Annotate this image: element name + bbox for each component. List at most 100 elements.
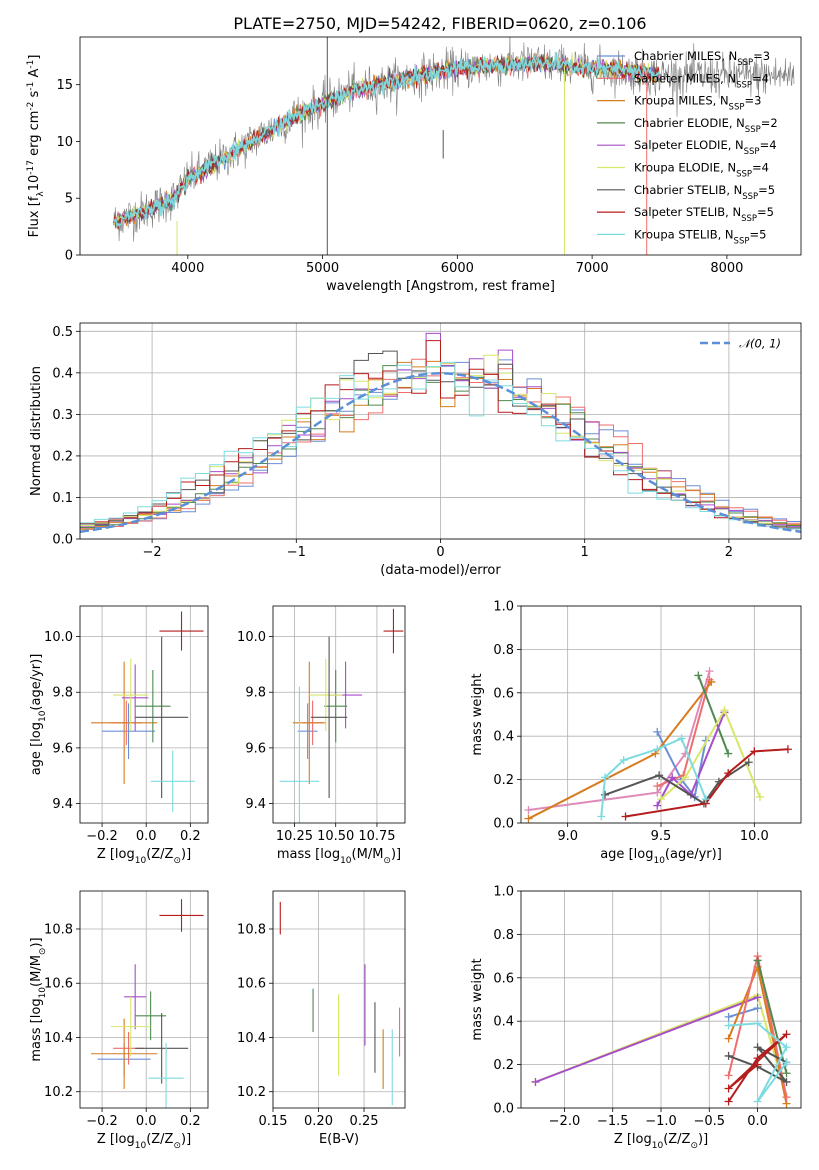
legend-label-suffix: =4 — [752, 71, 769, 85]
weight-marker — [720, 706, 729, 715]
label-part: 10 — [38, 710, 48, 722]
legend-label: Chabrier ELODIE, NSSP=2 — [634, 116, 778, 135]
x-tick-label: 4000 — [171, 261, 204, 276]
x-tick-label: 1 — [581, 545, 589, 560]
residual-plot — [80, 332, 801, 533]
label-part: (M/M — [352, 847, 384, 862]
y-tick-label: 0.4 — [493, 1015, 514, 1030]
legend-label-sub: SSP — [736, 80, 752, 90]
axes-frame — [520, 890, 802, 1109]
weight-marker — [524, 814, 533, 823]
x-tick-label: 0.15 — [259, 1114, 288, 1129]
y-tick-label: 9.4 — [245, 797, 266, 812]
metallicity-age-panel: −0.2 0.0 0.29.49.69.810.0Z [log10(Z/Z⊙)]ag… — [29, 605, 209, 866]
legend-label-suffix: =5 — [749, 227, 766, 241]
legend-label-main: Salpeter ELODIE, N — [634, 138, 744, 152]
weight-marker — [705, 667, 714, 676]
label-part: s — [27, 90, 42, 101]
errorbar-plot — [279, 901, 401, 1106]
weight-marker — [782, 1069, 791, 1078]
x-tick-label: 10.0 — [740, 829, 769, 844]
label-part: )] — [181, 847, 191, 862]
y-axis-label: Normed distribution — [29, 366, 44, 496]
legend-label-main: Salpeter MILES, N — [634, 71, 736, 85]
weight-line — [660, 707, 761, 800]
weight-marker — [724, 1097, 733, 1106]
label-part: λ — [36, 191, 46, 197]
axes-frame — [79, 36, 802, 256]
y-tick-label: 0.8 — [493, 928, 514, 943]
x-tick-label: 10.75 — [358, 829, 395, 844]
weight-marker — [744, 758, 753, 767]
legend-label-main: Kroupa STELIB, N — [634, 227, 734, 241]
x-tick-label: 10.25 — [276, 829, 313, 844]
legend-label-sub: SSP — [736, 170, 752, 180]
y-tick-label: 10.4 — [237, 1031, 266, 1046]
x-axis-label: Z [log10(Z/Z⊙)] — [97, 847, 191, 866]
y-tick-label: 15 — [56, 78, 73, 93]
y-tick-label: 0.4 — [493, 730, 514, 745]
legend-label-sub: SSP — [734, 236, 750, 246]
y-tick-label: 1.0 — [493, 600, 514, 615]
weight-marker — [597, 812, 606, 821]
label-part: Normed distribution — [29, 366, 44, 496]
y-tick-label: 10.0 — [237, 630, 266, 645]
weight-marker — [694, 671, 703, 680]
x-tick-label: −0.5 — [693, 1114, 725, 1129]
x-tick-label: 10.50 — [317, 829, 354, 844]
y-tick-label: 9.4 — [52, 797, 73, 812]
legend-label-suffix: =5 — [758, 183, 775, 197]
label-part: E(B-V) — [319, 1132, 359, 1147]
label-part: (data-model)/error — [380, 563, 501, 578]
legend-label-suffix: =3 — [753, 49, 770, 63]
extinction-mass-panel: 0.15 0.20 0.25 10.2 10.4 10.6 10.8 E(B-V) — [237, 890, 406, 1147]
label-part: )] — [29, 937, 44, 947]
label-part: (age/yr)] — [29, 654, 44, 711]
x-tick-label: −2 — [143, 545, 162, 560]
weight-line — [600, 737, 707, 817]
weight-marker — [783, 745, 792, 754]
weight-line — [697, 675, 730, 754]
x-tick-label: 0.0 — [136, 829, 157, 844]
label-part: -1 — [26, 82, 36, 91]
label-part: (Z/Z — [663, 1132, 690, 1147]
y-tick-label: 10.6 — [44, 977, 73, 992]
axes-frame — [79, 605, 209, 824]
weight-marker — [782, 1077, 791, 1086]
label-part: ⊙ — [38, 948, 48, 956]
legend-label-main: Chabrier MILES, N — [634, 49, 737, 63]
weight-marker — [668, 773, 677, 782]
legend-label-suffix: =4 — [760, 138, 777, 152]
x-tick-label: 0 — [436, 545, 444, 560]
weight-marker — [782, 1093, 791, 1102]
x-axis-label: age [log10(age/yr)] — [600, 847, 722, 866]
x-axis-label: Z [log10(Z/Z⊙)] — [614, 1132, 708, 1151]
weight-marker — [653, 745, 662, 754]
label-part: ⊙ — [383, 856, 391, 866]
label-part: wavelength [Angstrom, rest frame] — [326, 279, 555, 294]
legend-label-sub: SSP — [741, 214, 757, 224]
y-tick-label: 10.6 — [237, 977, 266, 992]
weight-plot — [524, 667, 792, 823]
y-tick-label: 0.0 — [52, 533, 73, 548]
legend-label-main: Salpeter STELIB, N — [634, 205, 741, 219]
legend-label-suffix: =2 — [761, 116, 778, 130]
x-tick-label: 0.2 — [180, 1114, 201, 1129]
legend-label-sub: SSP — [742, 192, 758, 202]
y-axis-label: mass weight — [470, 673, 485, 755]
x-tick-label: 0.2 — [180, 829, 201, 844]
y-tick-label: 0.3 — [52, 408, 73, 423]
weight-marker — [753, 993, 762, 1002]
label-part: 10 — [135, 856, 147, 866]
legend-label-main: Kroupa ELODIE, N — [634, 161, 736, 175]
weight-marker — [724, 1051, 733, 1060]
x-tick-label: 6000 — [441, 261, 474, 276]
residual-histogram — [80, 361, 801, 532]
legend-label: Kroupa STELIB, NSSP=5 — [634, 227, 766, 246]
legend-label-sub: SSP — [745, 125, 761, 135]
x-tick-label: 0.20 — [304, 1114, 333, 1129]
legend-label-main: Kroupa MILES, N — [634, 94, 729, 108]
x-tick-label: −0.2 — [86, 1114, 118, 1129]
axes-frame — [272, 605, 406, 824]
y-tick-label: 10 — [56, 135, 73, 150]
